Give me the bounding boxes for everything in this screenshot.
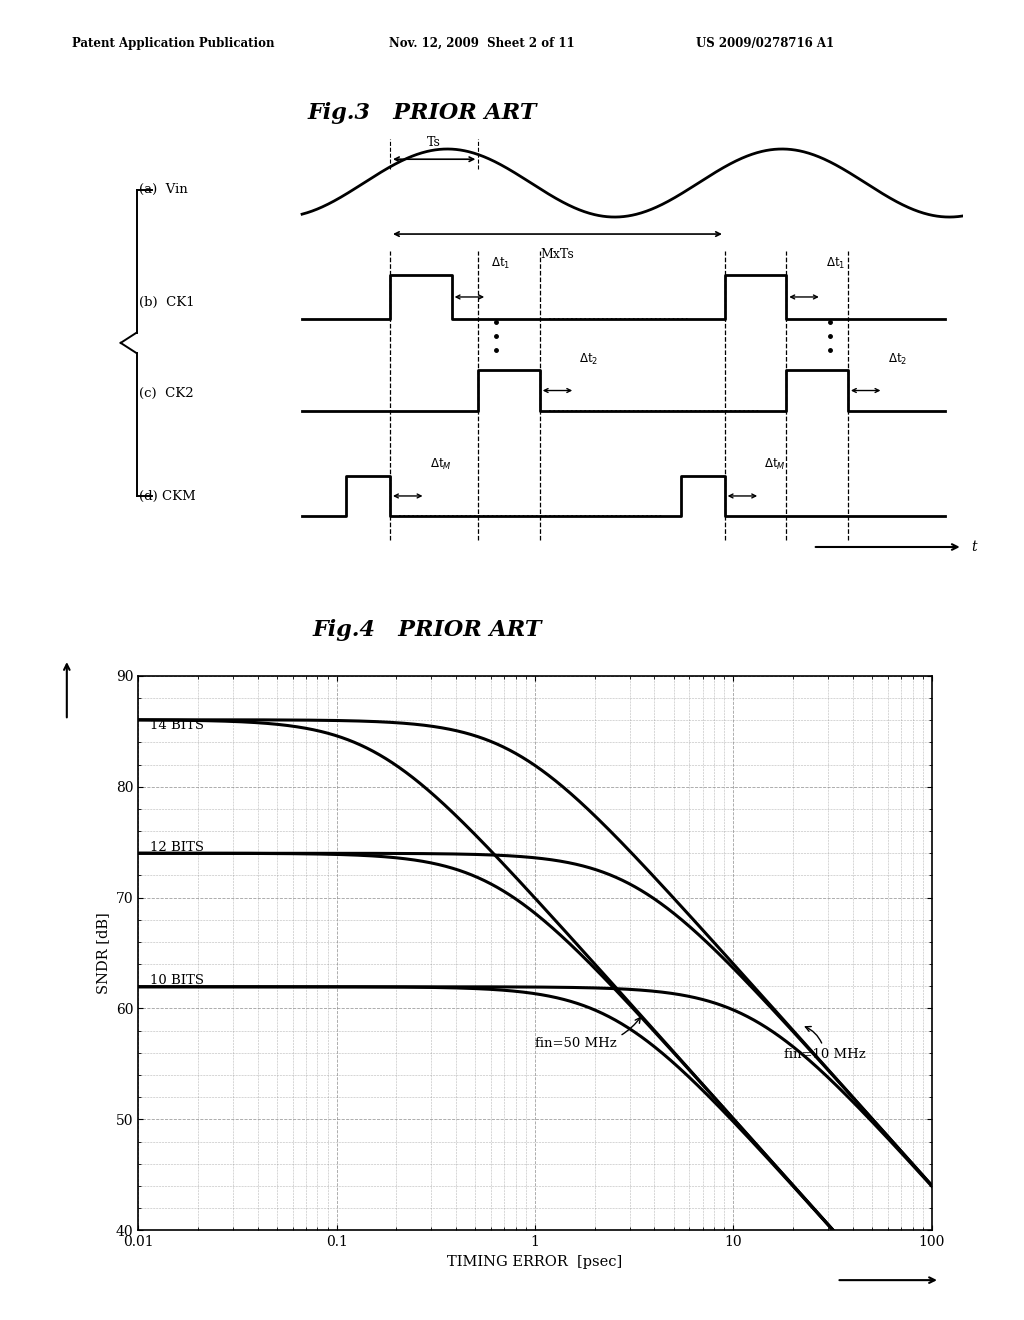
X-axis label: TIMING ERROR  [psec]: TIMING ERROR [psec] <box>447 1254 623 1269</box>
Text: 14 BITS: 14 BITS <box>151 719 204 733</box>
Text: Ts: Ts <box>427 136 441 149</box>
Text: (d) CKM: (d) CKM <box>139 490 196 503</box>
Text: $\Delta$t$_M$: $\Delta$t$_M$ <box>764 457 786 473</box>
Text: fin=50 MHz: fin=50 MHz <box>535 1018 640 1051</box>
Text: (b)  CK1: (b) CK1 <box>139 296 195 309</box>
Text: 10 BITS: 10 BITS <box>151 974 204 987</box>
Text: MxTs: MxTs <box>541 248 574 260</box>
Text: 12 BITS: 12 BITS <box>151 841 204 854</box>
Text: US 2009/0278716 A1: US 2009/0278716 A1 <box>696 37 835 50</box>
Text: fin=10 MHz: fin=10 MHz <box>784 1027 866 1061</box>
Text: t: t <box>972 540 977 554</box>
Text: Nov. 12, 2009  Sheet 2 of 11: Nov. 12, 2009 Sheet 2 of 11 <box>389 37 574 50</box>
Text: $\Delta$t$_2$: $\Delta$t$_2$ <box>888 351 907 367</box>
Text: (a)  Vin: (a) Vin <box>139 183 188 197</box>
Text: $\Delta$t$_M$: $\Delta$t$_M$ <box>430 457 452 473</box>
Text: (c)  CK2: (c) CK2 <box>139 387 194 400</box>
Text: Fig.4   PRIOR ART: Fig.4 PRIOR ART <box>312 619 542 642</box>
Text: Fig.3   PRIOR ART: Fig.3 PRIOR ART <box>307 102 537 124</box>
Text: $\Delta$t$_1$: $\Delta$t$_1$ <box>826 256 846 272</box>
Text: $\Delta$t$_2$: $\Delta$t$_2$ <box>580 351 599 367</box>
Y-axis label: SNDR [dB]: SNDR [dB] <box>96 912 111 994</box>
Text: Patent Application Publication: Patent Application Publication <box>72 37 274 50</box>
Text: $\Delta$t$_1$: $\Delta$t$_1$ <box>492 256 511 272</box>
